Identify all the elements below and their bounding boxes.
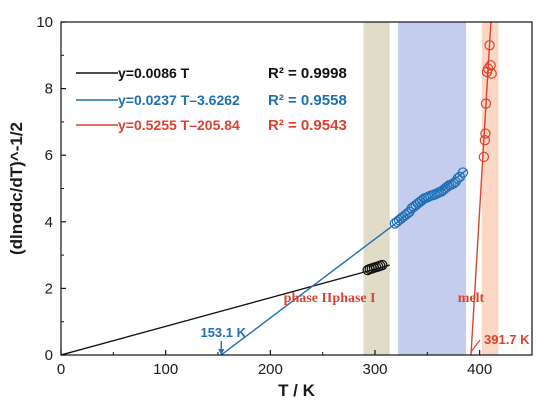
point-phase-i-30 — [452, 173, 463, 184]
annotation-arrowhead-phase-i — [218, 349, 225, 355]
y-axis-title: (dlnσdc/dT)^-1/2 — [7, 122, 26, 255]
region-label-melt: melt — [458, 291, 485, 306]
point-melt-3 — [480, 98, 492, 109]
x-tick-label-0: 0 — [57, 361, 65, 378]
r2-label-3: R² = 0.9543 — [268, 117, 347, 134]
point-phase-ii-7 — [377, 259, 388, 271]
fit-line-1 — [61, 264, 390, 355]
r2-label-2: R² = 0.9558 — [268, 92, 347, 109]
point-phase-i-32 — [457, 167, 469, 178]
point-melt-1 — [479, 135, 491, 146]
region-phase-i — [398, 22, 467, 355]
r2-label-1: R² = 0.9998 — [268, 65, 347, 82]
axis-titles: T / K (dlnσdc/dT)^-1/2 — [7, 122, 316, 400]
y-tick-label-10: 10 — [36, 14, 53, 31]
point-melt-8 — [486, 68, 497, 79]
region-label-phase-ii: phase II — [284, 291, 333, 306]
y-tick-label-8: 8 — [45, 81, 53, 98]
y-tick-label-4: 4 — [45, 214, 53, 231]
point-melt-2 — [480, 128, 491, 139]
annotation-arrow-melt — [470, 339, 481, 353]
x-tick-label-100: 100 — [153, 361, 178, 378]
legend-label-2: y=0.0237 T–3.6262 — [118, 92, 240, 108]
region-label-phase-i: phase I — [332, 291, 375, 306]
y-tick-label-2: 2 — [45, 280, 53, 297]
y-tick-label-0: 0 — [45, 347, 53, 364]
point-melt-6 — [484, 40, 495, 51]
x-tick-label-400: 400 — [467, 361, 492, 378]
legend-label-3: y=0.5255 T–205.84 — [118, 117, 240, 133]
point-melt-7 — [485, 60, 496, 71]
x-axis-title: T / K — [278, 381, 316, 400]
legend: y=0.0086 T R² = 0.9998 y=0.0237 T–3.6262 R²… — [76, 65, 347, 134]
point-melt-0 — [478, 151, 490, 163]
region-phase-ii — [363, 22, 390, 355]
ticks: 0 100 200 300 400 0 2 4 6 8 10 — [36, 14, 492, 378]
annotation-intercept-phase-i: 153.1 K — [200, 325, 246, 340]
x-tick-label-200: 200 — [258, 361, 283, 378]
annotations: phase II phase I melt 153.1 K 391.7 K — [200, 291, 530, 355]
legend-label-1: y=0.0086 T — [118, 65, 190, 81]
y-tick-label-6: 6 — [45, 147, 53, 164]
x-tick-label-300: 300 — [362, 361, 387, 378]
annotation-intercept-melt: 391.7 K — [484, 332, 530, 347]
data-points — [362, 40, 497, 276]
